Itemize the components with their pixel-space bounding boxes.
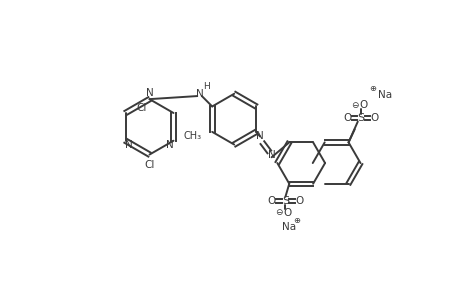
Text: O: O — [283, 208, 291, 218]
Text: ⊖: ⊖ — [274, 208, 282, 217]
Text: Na: Na — [377, 90, 391, 100]
Text: O: O — [295, 196, 303, 206]
Text: ⊕: ⊕ — [368, 84, 375, 93]
Text: Na: Na — [281, 222, 296, 232]
Text: N: N — [267, 150, 275, 160]
Text: S: S — [357, 113, 364, 123]
Text: N: N — [195, 89, 203, 99]
Text: ⊕: ⊕ — [293, 216, 300, 225]
Text: O: O — [370, 113, 378, 123]
Text: O: O — [342, 113, 350, 123]
Text: Cl: Cl — [144, 160, 154, 170]
Text: N: N — [146, 88, 153, 98]
Text: O: O — [358, 100, 367, 110]
Text: CH₃: CH₃ — [183, 131, 201, 142]
Text: N: N — [165, 140, 173, 150]
Text: Cl: Cl — [136, 103, 146, 113]
Text: N: N — [256, 131, 263, 142]
Text: H: H — [203, 82, 210, 91]
Text: N: N — [125, 140, 133, 150]
Text: O: O — [267, 196, 275, 206]
Text: ⊖: ⊖ — [350, 101, 358, 110]
Text: S: S — [281, 196, 288, 206]
